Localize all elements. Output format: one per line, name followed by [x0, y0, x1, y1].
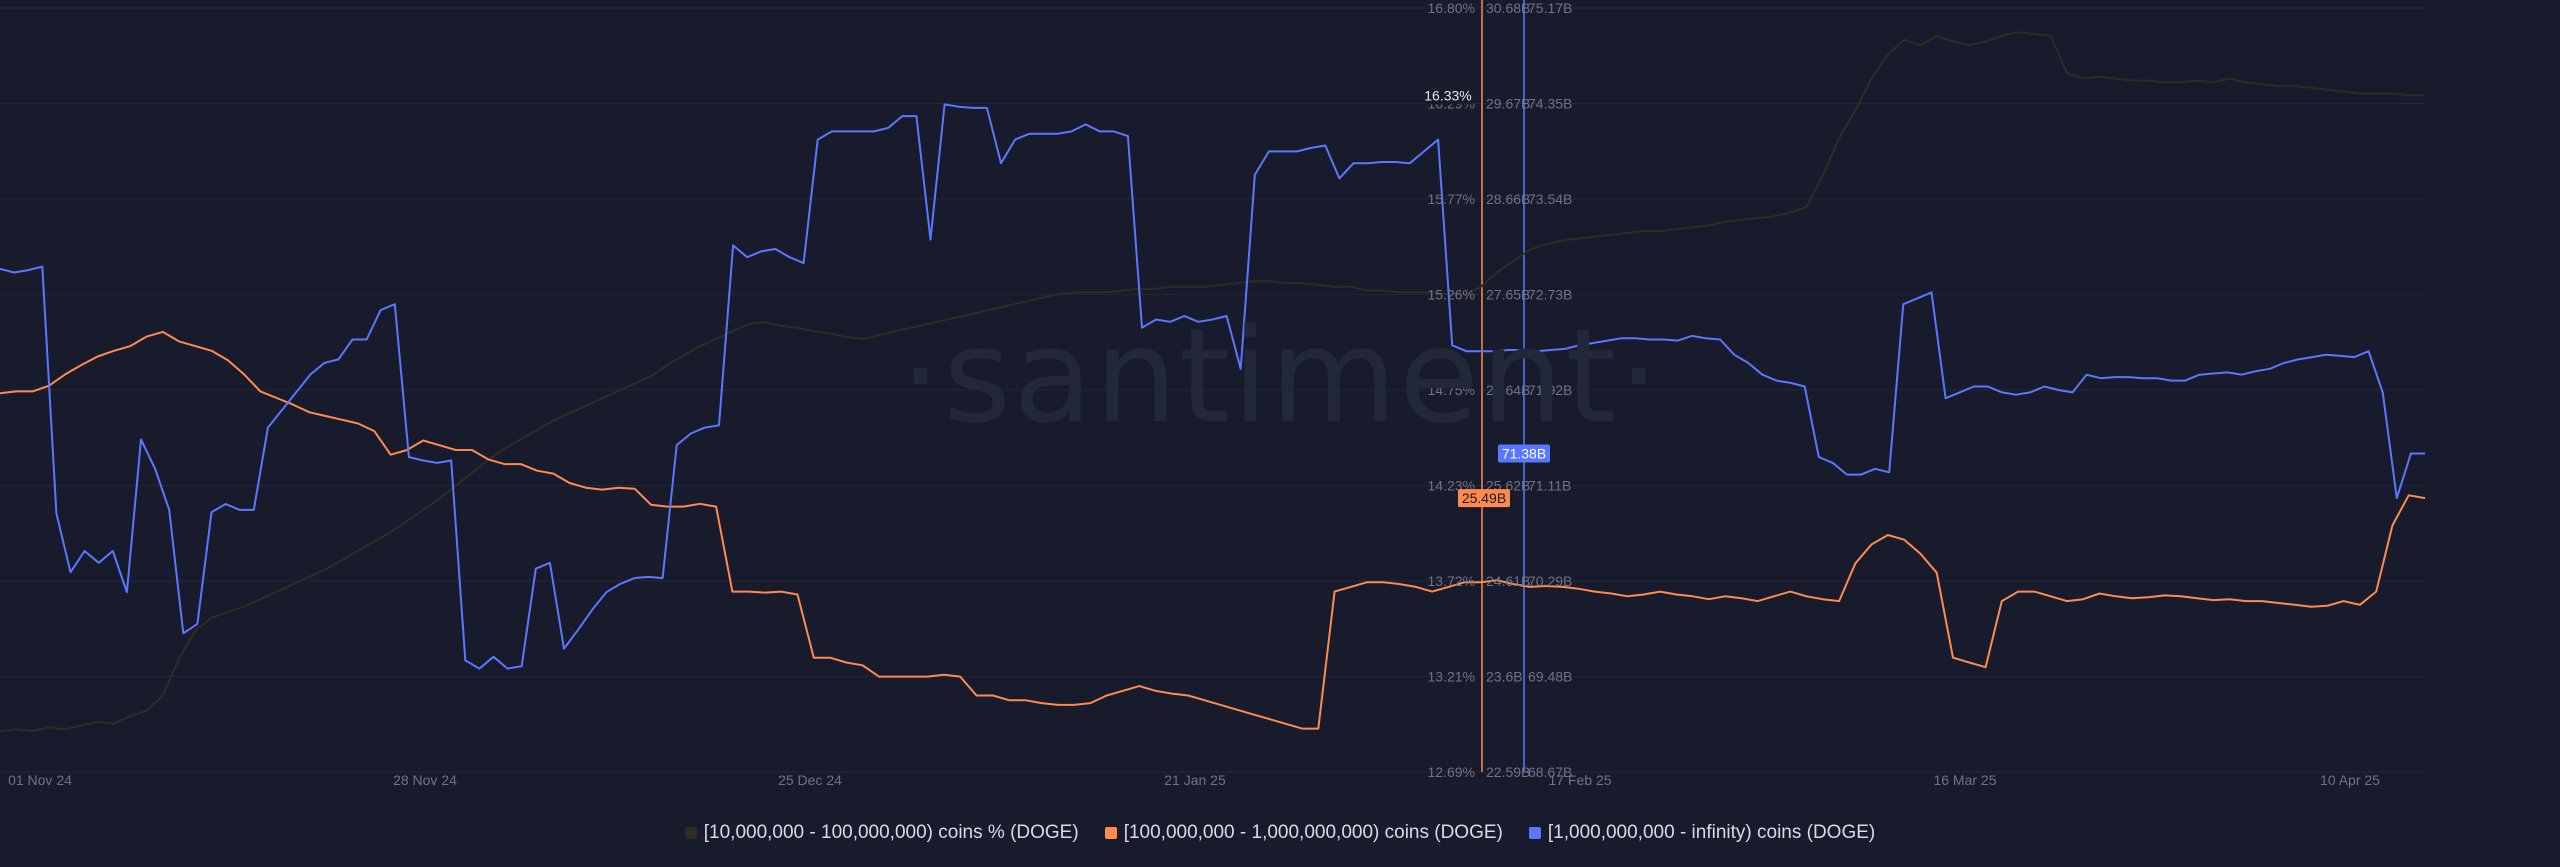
- y-tick-label-big: 73.54B: [1528, 191, 1572, 207]
- y-tick-label-mid: 23.6B: [1486, 669, 1523, 685]
- y-tick-label-pct: 13.21%: [1428, 669, 1475, 685]
- last-value-big-bg: [1498, 444, 1550, 463]
- y-tick-label-mid: 26.64B: [1486, 382, 1530, 398]
- y-tick-label-mid: 30.68B: [1486, 0, 1530, 16]
- x-tick-label: 17 Feb 25: [1548, 772, 1611, 788]
- x-tick-label: 25 Dec 24: [778, 772, 842, 788]
- legend-swatch-blue: [1528, 827, 1541, 839]
- legend: [10,000,000 - 100,000,000) coins % (DOGE…: [0, 818, 2560, 848]
- x-tick-label: 10 Apr 25: [2320, 772, 2380, 788]
- legend-label: [100,000,000 - 1,000,000,000) coins (DOG…: [1123, 822, 1503, 843]
- legend-label: [10,000,000 - 100,000,000) coins % (DOGE…: [703, 822, 1079, 843]
- legend-swatch-dark: [684, 827, 697, 839]
- y-tick-label-big: 69.48B: [1528, 669, 1572, 685]
- y-tick-label-mid: 27.65B: [1486, 287, 1530, 303]
- y-tick-label-pct: 16.80%: [1428, 0, 1475, 16]
- y-tick-label-big: 74.35B: [1528, 96, 1572, 112]
- y-tick-label-big: 71.11B: [1528, 478, 1571, 494]
- y-tick-label-mid: 24.61B: [1486, 573, 1530, 589]
- y-tick-label-big: 72.73B: [1528, 287, 1572, 303]
- y-tick-label-big: 75.17B: [1528, 0, 1572, 16]
- y-tick-label-mid: 28.66B: [1486, 191, 1530, 207]
- y-tick-label-big: 68.67B: [1528, 764, 1572, 780]
- y-tick-label-mid: 22.59B: [1486, 764, 1530, 780]
- series-line-1: [0, 330, 2426, 730]
- x-tick-label: 28 Nov 24: [393, 772, 457, 788]
- last-value-pct-bg: [1422, 86, 1474, 105]
- y-tick-label-pct: 13.72%: [1428, 573, 1475, 589]
- legend-item-1b-infinity[interactable]: [1,000,000,000 - infinity) coins (DOGE): [1528, 822, 1876, 844]
- x-tick-label: 21 Jan 25: [1164, 772, 1226, 788]
- legend-label: [1,000,000,000 - infinity) coins (DOGE): [1547, 822, 1876, 843]
- line-chart: 16.80%16.29%15.77%15.26%14.75%14.23%13.7…: [0, 0, 2426, 788]
- last-value-big: 71.38B: [1502, 445, 1546, 461]
- y-tick-label-big: 71.92B: [1528, 382, 1572, 398]
- x-tick-label: 16 Mar 25: [1933, 772, 1996, 788]
- y-tick-label-pct: 14.75%: [1428, 382, 1475, 398]
- legend-swatch-orange: [1104, 827, 1117, 839]
- last-value-mid-bg: [1458, 489, 1510, 508]
- series-line-2: [0, 103, 2425, 670]
- legend-item-100m-1b[interactable]: [100,000,000 - 1,000,000,000) coins (DOG…: [1104, 822, 1503, 844]
- y-tick-label-big: 70.29B: [1528, 573, 1572, 589]
- y-tick-label-mid: 29.67B: [1486, 96, 1530, 112]
- last-value-pct: 16.33%: [1424, 87, 1471, 103]
- last-value-mid: 25.49B: [1462, 490, 1506, 506]
- series-line-0: [0, 31, 2425, 733]
- y-tick-label-pct: 15.77%: [1428, 191, 1475, 207]
- x-tick-label: 01 Nov 24: [8, 772, 72, 788]
- santiment-watermark: ·santiment·: [900, 300, 1662, 452]
- y-tick-label-pct: 12.69%: [1428, 764, 1475, 780]
- legend-item-10m-100m[interactable]: [10,000,000 - 100,000,000) coins % (DOGE…: [684, 822, 1079, 844]
- y-tick-label-pct: 15.26%: [1428, 287, 1475, 303]
